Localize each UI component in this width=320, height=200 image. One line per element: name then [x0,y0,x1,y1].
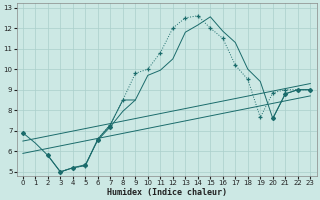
X-axis label: Humidex (Indice chaleur): Humidex (Indice chaleur) [107,188,227,197]
